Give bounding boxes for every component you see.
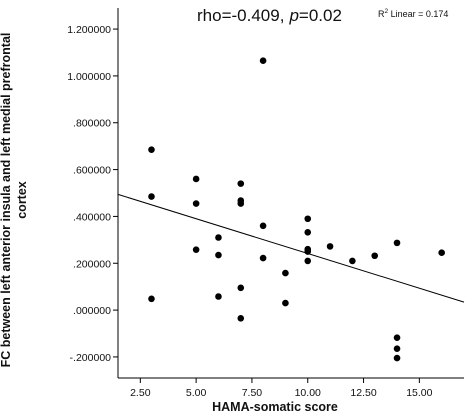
data-point [192, 200, 200, 207]
y-axis-ticks: -.200000 .000000 .200000 .400000 .600000 .800… [67, 24, 118, 364]
data-point [371, 252, 379, 260]
p-value: =0.02 [299, 6, 342, 25]
r2-prefix: R [378, 9, 385, 19]
data-point [326, 243, 334, 250]
x-axis-title: HAMA-somatic score [212, 400, 338, 414]
data-point [192, 175, 200, 183]
data-point [237, 314, 245, 322]
p-label: p [288, 6, 298, 25]
data-point [259, 57, 267, 64]
correlation-annotation: rho=-0.409, p=0.02 [197, 6, 342, 25]
y-axis-title-line-2: cortex [15, 181, 29, 219]
data-points [148, 57, 445, 362]
data-point [282, 269, 289, 277]
x-tick-label: 5.00 [186, 387, 207, 399]
data-point [393, 345, 401, 353]
data-point [237, 180, 245, 187]
data-point [393, 334, 401, 342]
data-point [304, 257, 312, 265]
y-axis-title-line-1: FC between left anterior insula and left… [0, 33, 13, 368]
r2-superscript: 2 [385, 8, 389, 15]
y-tick-label: .000000 [73, 305, 111, 317]
data-point [237, 200, 245, 207]
x-axis-ticks: 2.50 5.00 7.50 10.00 12.50 15.00 [130, 378, 433, 399]
data-point [393, 239, 401, 247]
data-point [282, 299, 289, 307]
data-point [349, 257, 356, 265]
x-tick-label: 7.50 [242, 387, 263, 399]
x-tick-label: 15.00 [406, 387, 432, 399]
y-tick-label: .600000 [73, 165, 111, 177]
data-point [304, 229, 312, 236]
regression-fit-line [117, 193, 465, 303]
data-point [304, 215, 312, 223]
data-point [393, 354, 401, 362]
data-point [148, 146, 155, 153]
data-point [148, 193, 155, 200]
x-tick-label: 2.50 [130, 387, 151, 399]
data-point [192, 246, 200, 253]
r2-linear-label: R2 Linear = 0.174 [378, 8, 448, 19]
data-point [215, 234, 222, 241]
y-tick-label: .800000 [73, 118, 111, 130]
data-point [215, 251, 222, 259]
rho-value: =-0.409, [222, 6, 285, 25]
data-point [259, 222, 267, 230]
data-point [237, 284, 245, 292]
y-tick-label: 1.000000 [67, 71, 111, 83]
rho-label: rho [197, 6, 222, 25]
plot-area: 2.50 5.00 7.50 10.00 12.50 15.00 -.200000 .000… [67, 8, 465, 399]
y-tick-label: 1.200000 [67, 24, 111, 36]
r2-suffix: Linear = 0.174 [388, 9, 448, 19]
y-tick-label: .200000 [73, 258, 111, 270]
data-point [304, 248, 312, 255]
data-point [148, 295, 155, 303]
x-tick-label: 10.00 [295, 387, 321, 399]
y-tick-label: .400000 [73, 211, 111, 223]
data-point [215, 293, 222, 300]
data-point [259, 254, 267, 262]
data-point [438, 249, 445, 257]
y-tick-label: -.200000 [70, 352, 112, 364]
x-tick-label: 12.50 [350, 387, 376, 399]
y-axis-title-group: FC between left anterior insula and left… [0, 33, 29, 368]
